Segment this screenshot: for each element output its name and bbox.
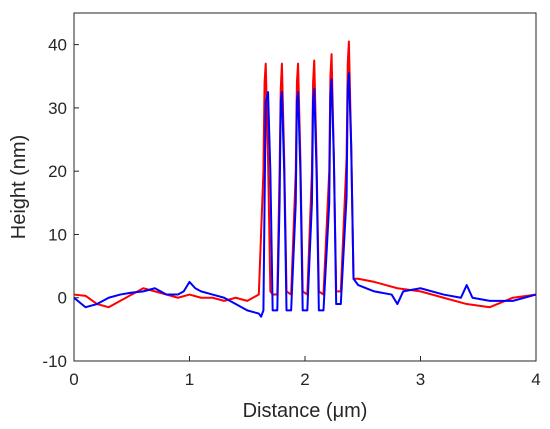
y-tick-label: 0 [58, 289, 67, 308]
y-tick-label: 20 [48, 162, 67, 181]
y-tick-label: 30 [48, 99, 67, 118]
y-tick-label: 10 [48, 225, 67, 244]
series-line-2 [73, 72, 537, 318]
x-tick-label: 0 [69, 370, 78, 389]
x-tick-label: 3 [416, 370, 425, 389]
x-axis-ticks: 0 1 2 3 4 [69, 356, 541, 389]
series-layer [73, 40, 537, 318]
y-axis-title: Height (nm) [8, 135, 30, 239]
x-tick-label: 1 [185, 370, 194, 389]
x-tick-label: 2 [300, 370, 309, 389]
x-tick-label: 4 [531, 370, 540, 389]
x-axis-title: Distance (μm) [243, 400, 368, 422]
plot-frame [73, 12, 537, 362]
y-tick-label: -10 [42, 352, 67, 371]
series-line-1 [73, 40, 537, 309]
y-axis-ticks: -10 0 10 20 30 40 [42, 36, 79, 371]
y-tick-label: 40 [48, 36, 67, 55]
